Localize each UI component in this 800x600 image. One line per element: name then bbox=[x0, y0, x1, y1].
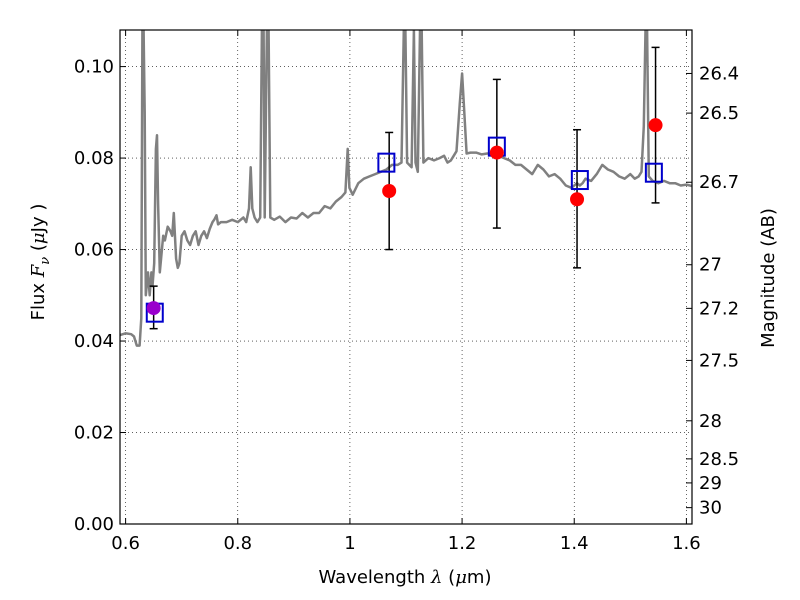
x-axis-label: Wavelength λ (μm) bbox=[319, 567, 492, 588]
y2-tick-label: 26.4 bbox=[699, 63, 739, 84]
x-tick-label: 0.8 bbox=[223, 533, 252, 554]
observed-point bbox=[570, 192, 585, 207]
x-tick-label: 1 bbox=[344, 533, 355, 554]
y-tick-label: 0.04 bbox=[74, 331, 114, 352]
y2-tick-label: 28 bbox=[699, 411, 722, 432]
model-photometry-square bbox=[377, 152, 396, 173]
axes-frame bbox=[119, 29, 693, 525]
y-tick-label: 0.02 bbox=[74, 423, 114, 444]
y-tick-label: 0.10 bbox=[74, 57, 114, 78]
x-tick-label: 0.6 bbox=[111, 533, 140, 554]
y-axis-label: Flux Fν (μJy ) bbox=[28, 204, 53, 321]
y2-tick-label: 26.5 bbox=[699, 103, 739, 124]
x-tick-label: 1.2 bbox=[448, 533, 477, 554]
y-axis: 0.00 0.02 0.04 0.06 0.08 0.10 bbox=[74, 57, 126, 535]
x-axis: 0.6 0.8 1 1.2 1.4 1.6 bbox=[111, 30, 701, 554]
x-tick-label: 1.6 bbox=[672, 533, 701, 554]
y2-tick-label: 27.2 bbox=[699, 298, 739, 319]
y2-tick-label: 27.5 bbox=[699, 350, 739, 371]
y2-tick-label: 29 bbox=[699, 473, 722, 494]
y2-axis: 26.4 26.5 26.7 27 27.2 27.5 28 28.5 29 30 bbox=[686, 63, 739, 519]
highlight-point bbox=[146, 301, 161, 316]
model-photometry-square bbox=[570, 170, 589, 191]
model-spectrum-line bbox=[120, 30, 692, 347]
y2-tick-label: 28.5 bbox=[699, 449, 739, 470]
plot-area bbox=[120, 30, 692, 347]
observed-point bbox=[382, 184, 397, 199]
y2-tick-label: 27 bbox=[699, 255, 722, 276]
y2-tick-label: 26.7 bbox=[699, 172, 739, 193]
y-tick-label: 0.06 bbox=[74, 240, 114, 261]
observed-point bbox=[648, 118, 663, 133]
y2-axis-label: Magnitude (AB) bbox=[758, 208, 779, 348]
y-tick-label: 0.08 bbox=[74, 148, 114, 169]
x-tick-label: 1.4 bbox=[560, 533, 589, 554]
y2-tick-label: 30 bbox=[699, 498, 722, 519]
model-photometry-square bbox=[644, 162, 663, 183]
y-tick-label: 0.00 bbox=[74, 514, 114, 535]
observed-point bbox=[489, 145, 504, 160]
